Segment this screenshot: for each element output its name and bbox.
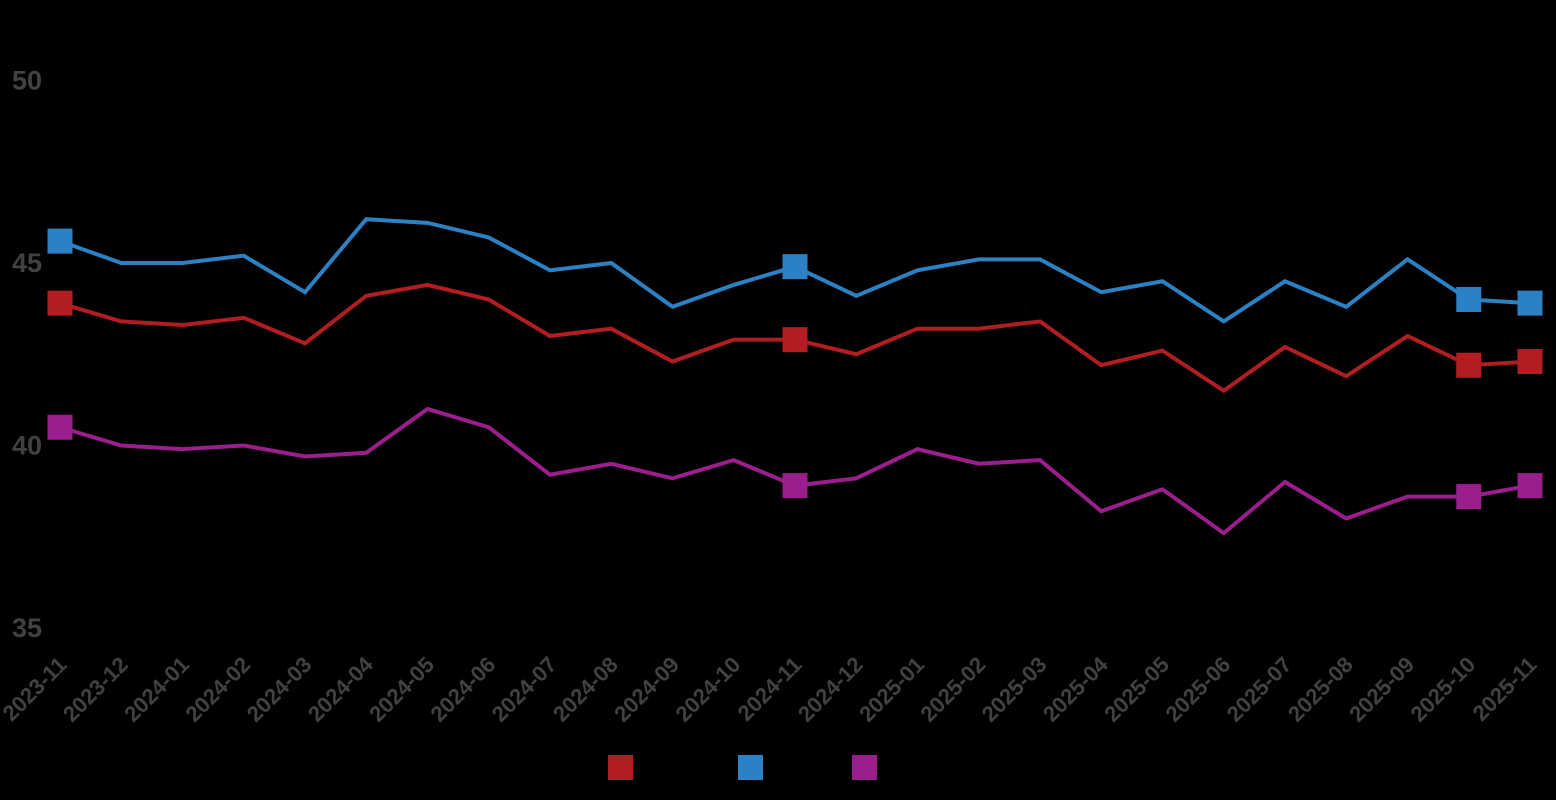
blue-series-legend-swatch <box>738 755 763 780</box>
red-series-marker <box>782 327 808 353</box>
x-tick-label: 2024-08 <box>548 652 623 727</box>
x-tick-label: 2024-03 <box>242 652 317 727</box>
x-axis-tick-labels: 2023-112023-122024-012024-022024-032024-… <box>0 651 1542 726</box>
x-tick-label: 2025-02 <box>916 652 991 727</box>
x-tick-label: 2024-09 <box>609 652 684 727</box>
x-tick-label: 2025-04 <box>1038 651 1113 726</box>
magenta-series-marker <box>47 414 73 440</box>
red-series-marker <box>1456 352 1482 378</box>
red-series-marker <box>1517 349 1543 375</box>
x-tick-label: 2025-09 <box>1344 652 1419 727</box>
x-tick-label: 2025-06 <box>1161 652 1236 727</box>
x-tick-label: 2025-03 <box>977 652 1052 727</box>
red-series-legend-swatch <box>608 755 633 780</box>
magenta-series-line <box>59 406 1531 536</box>
x-tick-label: 2025-11 <box>1468 652 1542 726</box>
x-tick-label: 2025-10 <box>1406 652 1481 727</box>
blue-series-marker <box>1456 287 1482 312</box>
x-tick-label: 2023-12 <box>58 652 133 727</box>
red-series-marker <box>47 290 73 316</box>
magenta-series-marker <box>1456 484 1482 510</box>
x-tick-label: 2024-07 <box>487 652 562 727</box>
x-tick-label: 2024-05 <box>364 652 439 727</box>
blue-series-marker <box>47 228 73 254</box>
blue-series-marker <box>782 254 808 280</box>
magenta-series-marker <box>1517 473 1543 499</box>
x-tick-label: 2024-04 <box>303 651 378 726</box>
x-tick-label: 2025-07 <box>1222 652 1297 727</box>
x-tick-label: 2024-10 <box>671 652 746 727</box>
y-tick-label: 40 <box>12 431 42 461</box>
x-tick-label: 2024-12 <box>793 652 868 727</box>
y-tick-label: 45 <box>12 248 42 278</box>
magenta-series-marker <box>782 473 808 499</box>
x-tick-label: 2023-11 <box>0 652 72 726</box>
x-tick-label: 2025-05 <box>1099 652 1174 727</box>
x-tick-label: 2024-11 <box>733 652 807 726</box>
magenta-series-legend-swatch <box>852 755 877 780</box>
x-tick-label: 2025-01 <box>854 652 929 727</box>
y-tick-label: 50 <box>12 66 42 96</box>
blue-series-marker <box>1517 290 1543 316</box>
legend <box>608 755 877 780</box>
y-axis-tick-labels: 50 45 40 35 <box>12 66 42 644</box>
y-tick-label: 35 <box>12 613 42 643</box>
plot-series <box>47 217 1543 536</box>
x-tick-label: 2024-06 <box>426 652 501 727</box>
x-tick-label: 2024-01 <box>119 652 194 727</box>
x-tick-label: 2024-02 <box>181 652 256 727</box>
x-tick-label: 2025-08 <box>1283 652 1358 727</box>
